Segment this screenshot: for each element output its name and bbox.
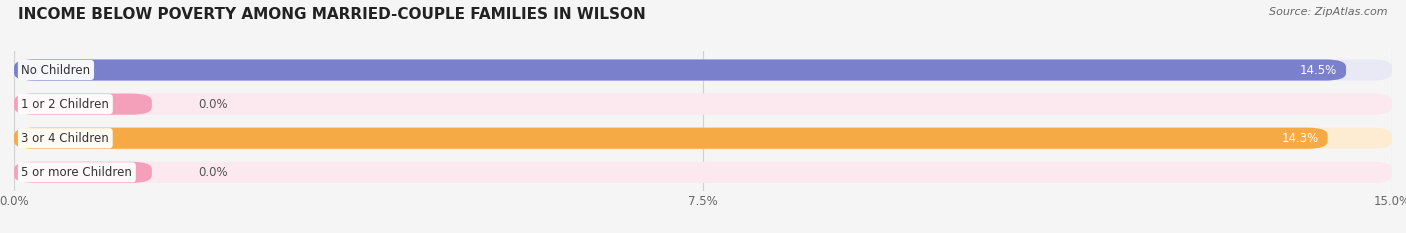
- Text: 1 or 2 Children: 1 or 2 Children: [21, 98, 110, 111]
- Text: Source: ZipAtlas.com: Source: ZipAtlas.com: [1270, 7, 1388, 17]
- Text: No Children: No Children: [21, 64, 90, 76]
- FancyBboxPatch shape: [14, 59, 1346, 81]
- Text: INCOME BELOW POVERTY AMONG MARRIED-COUPLE FAMILIES IN WILSON: INCOME BELOW POVERTY AMONG MARRIED-COUPL…: [18, 7, 645, 22]
- Text: 14.3%: 14.3%: [1281, 132, 1319, 145]
- FancyBboxPatch shape: [14, 162, 1392, 183]
- FancyBboxPatch shape: [14, 59, 1392, 81]
- FancyBboxPatch shape: [14, 128, 1327, 149]
- Text: 0.0%: 0.0%: [198, 98, 228, 111]
- Text: 14.5%: 14.5%: [1299, 64, 1337, 76]
- Text: 5 or more Children: 5 or more Children: [21, 166, 132, 179]
- Text: 3 or 4 Children: 3 or 4 Children: [21, 132, 110, 145]
- FancyBboxPatch shape: [14, 128, 1392, 149]
- FancyBboxPatch shape: [14, 93, 1392, 115]
- Text: 0.0%: 0.0%: [198, 166, 228, 179]
- FancyBboxPatch shape: [14, 162, 152, 183]
- FancyBboxPatch shape: [14, 93, 152, 115]
